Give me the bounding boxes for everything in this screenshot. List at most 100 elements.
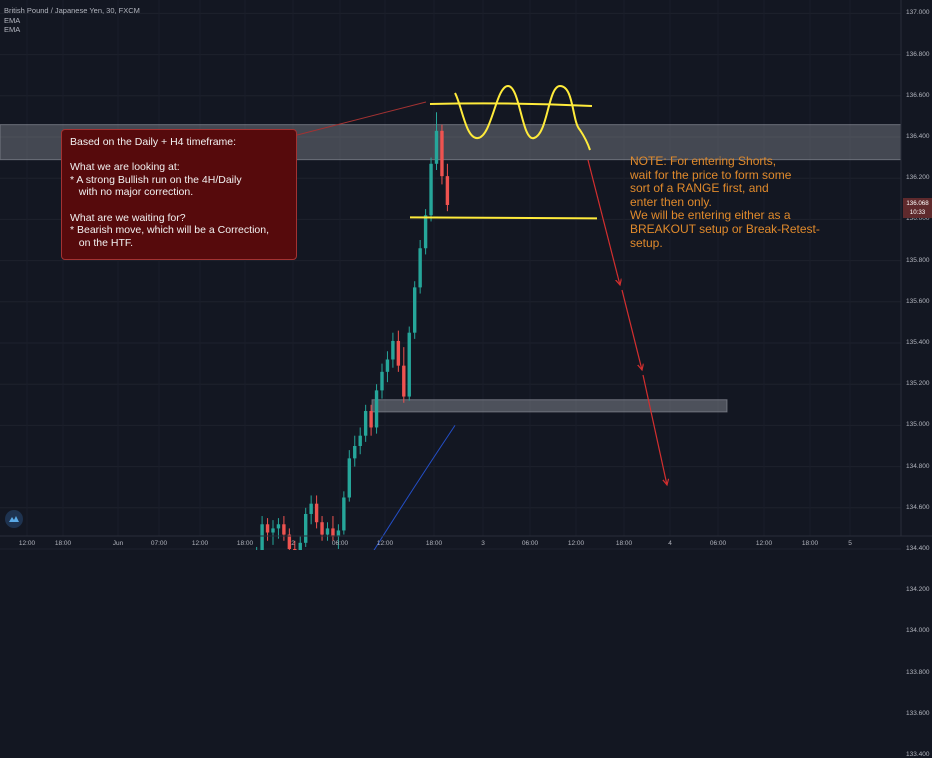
callout-note[interactable]: Based on the Daily + H4 timeframe: What … [61,129,297,260]
note-line: NOTE: For entering Shorts, [630,154,777,168]
candle-body [369,410,373,428]
candle-body [342,497,346,531]
candle-body [434,130,439,164]
candle-body [445,176,450,205]
projection-arrow [587,159,620,285]
price-tick-label: 137.000 [906,9,930,17]
tradingview-logo-icon[interactable] [5,510,23,528]
callout-line: What we are looking at: [70,161,180,174]
price-tick-label: 136.600 [906,91,930,99]
candle-body [423,215,428,249]
candle-body [440,130,444,177]
candle-body [298,542,302,550]
legend-indicator-ema-2[interactable]: EMA [4,25,21,34]
candle-body [309,503,313,514]
callout-line: * A strong Bullish run on the 4H/Daily [70,173,242,186]
candle-body [347,458,351,498]
candle-body [260,524,264,550]
price-tick-label: 135.400 [906,339,930,346]
time-tick-label: 18:00 [54,540,72,547]
price-tick-label: 136.200 [906,174,930,182]
price-tick-label: 135.000 [906,421,930,429]
time-tick-label: 2 [291,540,295,547]
projection-arrow [642,374,667,485]
price-tick-label: 134.400 [906,545,930,552]
candle-body [391,340,395,360]
price-tick-label: 134.800 [906,462,930,470]
note-line: setup. [630,235,663,250]
candle-body [429,163,433,216]
current-price: 136.068 [906,200,929,208]
time-tick-label: 18:00 [236,540,254,547]
candle-body [320,522,324,535]
time-tick-label: Jun [112,540,124,547]
candle-body [380,371,384,391]
candle-body [331,528,335,537]
candle-body [418,248,422,288]
price-tick-label: 135.600 [906,297,930,305]
candles [256,112,450,550]
time-tick-label: 3 [481,540,485,547]
range-bottom-line [409,216,598,220]
time-tick-label: 12:00 [191,540,209,547]
candle-body [353,446,357,459]
candle-body [314,503,319,523]
price-tick-label: 134.000 [906,627,930,635]
chart-background [0,0,932,550]
note-line: enter then only. [630,194,712,209]
candle-body [276,524,281,529]
chart-legend: British Pound / Japanese Yen, 30, FXCM E… [4,6,140,35]
candle-body [304,513,308,543]
time-tick-label: 18:00 [425,540,443,547]
time-tick-label: 12:00 [18,540,36,547]
callout-line [70,199,288,212]
candle-body [413,287,417,333]
bar-countdown: 10:33 [909,209,926,217]
callout-line: Based on the Daily + H4 timeframe: [70,136,237,148]
callout-line [70,149,288,162]
supply-demand-zone [371,399,728,413]
candle-body [402,365,406,397]
callout-line: * Bearish move, which will be a Correcti… [70,224,269,237]
price-tick-label: 134.600 [906,503,930,511]
note-line: sort of a RANGE first, and [630,181,769,196]
time-tick-label: 06:00 [709,540,727,547]
ema-fast-line [373,425,456,550]
candle-body [271,528,275,533]
ema-lines [373,425,456,550]
candle-body [407,332,411,397]
time-tick-label: 12:00 [376,540,394,547]
candle-body [396,340,401,366]
candle-body [358,435,362,446]
candle-body [385,359,390,372]
time-tick-label: 12:00 [567,540,585,547]
price-tick-label: 133.800 [906,668,930,676]
candle-body [336,530,341,537]
time-tick-label: 4 [668,540,672,547]
time-tick-label: 18:00 [801,540,819,547]
legend-symbol[interactable]: British Pound / Japanese Yen, 30, FXCM [4,6,140,15]
price-tick-label: 136.400 [906,133,930,140]
current-price-tag: 136.068 10:33 [903,198,932,219]
time-tick-label: 18:00 [615,540,633,547]
price-tick-label: 136.800 [906,50,930,58]
time-tick-label: 06:00 [331,540,349,547]
price-tick-label: 135.800 [906,256,930,264]
candle-body [265,524,270,533]
price-tick-label: 136.000 [906,215,930,223]
candle-body [374,390,379,428]
trade-note-text[interactable]: NOTE: For entering Shorts, wait for the … [630,154,860,250]
price-tick-label: 134.200 [906,586,930,594]
chart-area[interactable] [0,0,932,550]
time-tick-label: 5 [848,540,852,547]
note-line: wait for the price to form some [630,167,792,182]
time-tick-label: 06:00 [521,540,539,547]
projection-arrow [621,289,642,370]
candle-body [287,534,292,549]
price-tick-label: 133.400 [906,751,930,758]
time-tick-label: 12:00 [755,540,773,547]
legend-indicator-ema-1[interactable]: EMA [4,15,21,25]
callout-line: with no major correction. [70,186,194,199]
candle-body [282,524,286,535]
candle-body [325,528,330,535]
